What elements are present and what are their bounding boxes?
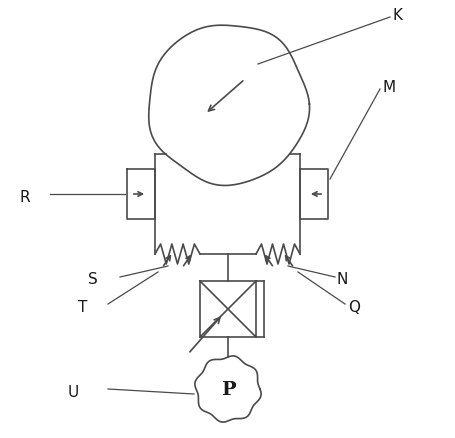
Text: P: P xyxy=(220,380,235,398)
Text: K: K xyxy=(392,8,402,24)
Text: T: T xyxy=(78,300,87,315)
Text: R: R xyxy=(20,190,30,205)
Text: S: S xyxy=(88,272,97,287)
Text: N: N xyxy=(336,272,348,287)
Text: Q: Q xyxy=(347,300,359,315)
Text: U: U xyxy=(68,385,79,399)
Text: M: M xyxy=(382,80,395,95)
